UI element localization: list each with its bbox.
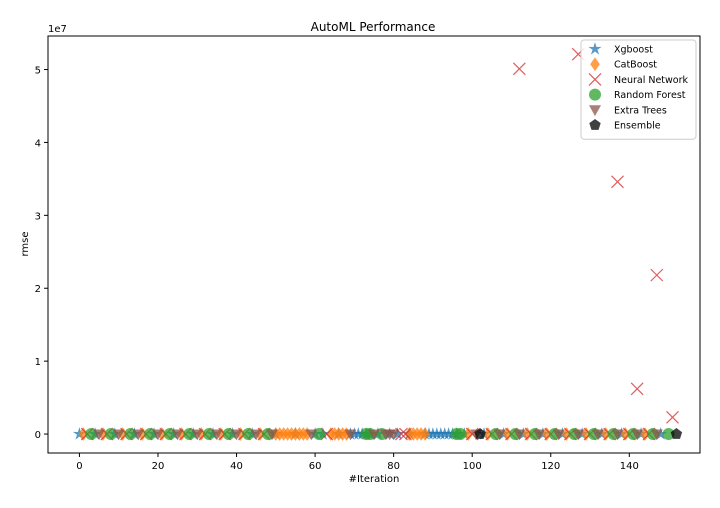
- legend-label: Xgboost: [614, 45, 653, 56]
- point-extra-trees: [171, 429, 184, 441]
- legend-marker-xgboost: [588, 42, 602, 55]
- point-neural-network: [650, 268, 664, 282]
- legend-marker-ensemble: [589, 119, 601, 130]
- x-tick-label: 100: [463, 461, 482, 472]
- point-neural-network: [398, 427, 412, 441]
- y-tick-label: 0: [35, 430, 41, 441]
- point-catboost: [137, 427, 148, 441]
- x-tick-label: 140: [620, 461, 639, 472]
- point-extra-trees: [368, 429, 380, 441]
- point-catboost: [341, 427, 352, 441]
- point-extra-trees: [152, 429, 164, 441]
- point-extra-trees: [533, 429, 545, 441]
- legend-label: Ensemble: [614, 121, 661, 132]
- point-extra-trees: [191, 429, 204, 441]
- legend-marker-neural-network: [588, 72, 602, 86]
- x-tick-label: 20: [152, 461, 165, 472]
- point-extra-trees: [305, 429, 318, 441]
- point-random-forest: [662, 428, 675, 441]
- legend: Xgboost CatBoost Neural Network Random Fore…: [580, 39, 697, 140]
- point-extra-trees: [230, 429, 243, 441]
- x-axis: 0 20 40 60 80 100 120 140: [76, 453, 639, 472]
- y-axis: 0 1 2 3 4 5: [35, 66, 48, 441]
- point-neural-network: [666, 410, 679, 424]
- point-catboost: [255, 427, 265, 441]
- point-catboost: [98, 427, 108, 441]
- point-catboost: [581, 427, 591, 441]
- point-catboost: [561, 427, 572, 441]
- point-extra-trees: [611, 429, 624, 441]
- point-catboost: [463, 427, 474, 441]
- point-catboost: [157, 427, 167, 441]
- y-axis-label: rmse: [20, 231, 31, 256]
- x-tick-label: 0: [76, 461, 82, 472]
- point-catboost: [302, 427, 312, 441]
- point-extra-trees: [132, 429, 145, 441]
- point-extra-trees: [631, 429, 644, 441]
- point-extra-trees: [572, 429, 585, 441]
- legend-label: Neural Network: [614, 75, 689, 86]
- plot-frame: [47, 35, 701, 454]
- point-catboost: [117, 427, 128, 441]
- legend-label: Extra Trees: [614, 105, 667, 116]
- point-extra-trees: [344, 429, 357, 441]
- point-extra-trees: [250, 429, 263, 441]
- marks-layer: [72, 47, 683, 441]
- point-xgboost: [391, 427, 405, 440]
- y-tick-label: 5: [35, 66, 41, 77]
- point-extra-trees: [650, 429, 663, 441]
- legend-label: Random Forest: [614, 90, 686, 101]
- point-extra-trees: [112, 429, 125, 441]
- point-ensemble: [670, 428, 683, 439]
- point-extra-trees: [513, 429, 526, 441]
- point-extra-trees: [265, 429, 278, 441]
- point-catboost: [176, 427, 187, 441]
- point-neural-network: [512, 62, 526, 76]
- legend-marker-catboost: [590, 57, 600, 72]
- y-tick-label: 2: [35, 284, 41, 295]
- legend-marker-random-forest: [589, 88, 601, 101]
- point-extra-trees: [210, 429, 223, 441]
- chart-title: AutoML Performance: [311, 20, 436, 34]
- point-catboost: [620, 427, 631, 441]
- point-neural-network: [630, 382, 644, 396]
- point-neural-network: [611, 175, 624, 189]
- legend-box: [580, 39, 697, 140]
- point-ensemble: [474, 428, 486, 439]
- point-random-forest: [454, 428, 467, 441]
- point-extra-trees: [493, 429, 506, 441]
- point-extra-trees: [552, 429, 565, 441]
- point-catboost: [502, 427, 513, 441]
- y-scale-label: 1e7: [48, 24, 67, 35]
- point-catboost: [196, 427, 206, 441]
- x-tick-label: 60: [309, 461, 322, 472]
- y-tick-label: 3: [35, 211, 41, 222]
- y-tick-label: 4: [35, 138, 41, 149]
- point-catboost: [216, 427, 226, 441]
- series-catboost: [78, 427, 650, 441]
- point-catboost: [522, 427, 532, 441]
- point-extra-trees: [591, 429, 604, 441]
- x-tick-label: 40: [230, 461, 243, 472]
- y-tick-label: 1: [35, 357, 41, 368]
- point-catboost: [235, 427, 246, 441]
- series-ensemble: [474, 428, 683, 439]
- point-extra-trees: [93, 429, 106, 441]
- x-tick-label: 120: [541, 461, 560, 472]
- legend-label: CatBoost: [614, 60, 657, 71]
- point-catboost: [420, 427, 430, 441]
- point-catboost: [483, 427, 493, 441]
- series-extra-trees: [93, 429, 663, 441]
- legend-marker-extra-trees: [589, 105, 601, 117]
- point-xgboost: [654, 427, 668, 440]
- point-catboost: [78, 427, 89, 441]
- x-axis-label: #Iteration: [349, 474, 400, 485]
- point-extra-trees: [387, 429, 400, 441]
- x-tick-label: 80: [387, 461, 400, 472]
- point-catboost: [640, 427, 650, 441]
